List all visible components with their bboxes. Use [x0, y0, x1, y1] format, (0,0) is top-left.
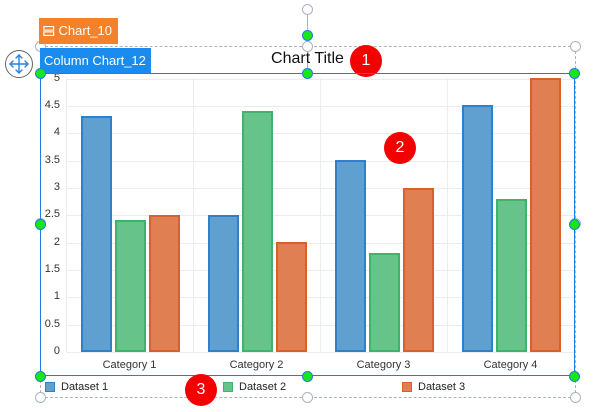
badge-2: 2	[384, 132, 416, 164]
y-tick: 1.5	[44, 263, 60, 275]
bar-1-4[interactable]	[462, 105, 493, 352]
y-tick: 3.5	[44, 154, 60, 166]
handle-bottom-mid[interactable]	[302, 371, 313, 382]
category-label: Category 2	[229, 359, 284, 371]
handle-mid-left[interactable]	[35, 219, 46, 230]
legend-item-dataset-2[interactable]: Dataset 2	[223, 381, 286, 393]
y-tick: 5	[53, 72, 60, 84]
legend-swatch	[402, 382, 412, 392]
rotate-handle[interactable]	[302, 4, 313, 15]
y-tick: 0.5	[44, 318, 60, 330]
legend-swatch	[45, 382, 55, 392]
handle-top-left[interactable]	[35, 68, 46, 79]
y-tick: 0	[53, 345, 60, 357]
legend-swatch	[223, 382, 233, 392]
y-tick: 4	[53, 126, 60, 138]
handle-top-right[interactable]	[569, 68, 580, 79]
chart-10-label: Chart_10	[58, 23, 112, 38]
y-tick: 2	[53, 236, 60, 248]
gridline-v	[193, 78, 194, 353]
bar-1-2[interactable]	[208, 215, 239, 352]
bar-2-4[interactable]	[496, 198, 527, 352]
bar-2-1[interactable]	[115, 220, 146, 352]
bar-2-2[interactable]	[242, 110, 273, 352]
legend-label: Dataset 3	[418, 381, 466, 393]
outer-handle-bottom-left[interactable]	[35, 392, 46, 403]
legend-label: Dataset 2	[239, 381, 287, 393]
move-arrows-icon	[9, 54, 29, 74]
chart-layout-icon	[43, 25, 55, 37]
move-button[interactable]	[5, 50, 33, 78]
column-chart-12-tag[interactable]: Column Chart_12	[40, 48, 151, 73]
badge-1: 1	[350, 45, 382, 77]
gridline-v	[320, 78, 321, 353]
bar-1-3[interactable]	[335, 160, 366, 352]
handle-mid-right[interactable]	[569, 219, 580, 230]
legend-label: Dataset 1	[61, 381, 109, 393]
handle-top-mid[interactable]	[302, 68, 313, 79]
bar-3-1[interactable]	[149, 215, 180, 352]
category-label: Category 1	[102, 359, 157, 371]
chart-10-tag[interactable]: Chart_10	[39, 18, 118, 44]
outer-handle-bottom-right[interactable]	[570, 392, 581, 403]
outer-handle-top-right[interactable]	[570, 41, 581, 52]
bar-3-3[interactable]	[403, 187, 434, 352]
gridline-v	[447, 78, 448, 353]
selection-outline	[40, 73, 575, 376]
bar-3-2[interactable]	[276, 242, 307, 352]
handle-bottom-right[interactable]	[569, 371, 580, 382]
gridline-v	[66, 78, 67, 353]
bar-2-3[interactable]	[369, 253, 400, 352]
y-tick: 4.5	[44, 99, 60, 111]
outer-handle-bottom-mid[interactable]	[302, 392, 313, 403]
y-tick: 1	[53, 290, 60, 302]
bar-3-4[interactable]	[530, 78, 561, 352]
chart-title[interactable]: Chart Title	[271, 50, 344, 67]
category-label: Category 4	[483, 359, 538, 371]
badge-3: 3	[185, 374, 217, 406]
category-label: Category 3	[356, 359, 411, 371]
outer-handle-top[interactable]	[302, 30, 313, 41]
y-tick: 2.5	[44, 208, 60, 220]
legend-item-dataset-3[interactable]: Dataset 3	[402, 381, 465, 393]
bar-1-1[interactable]	[81, 116, 112, 352]
legend-item-dataset-1[interactable]: Dataset 1	[45, 381, 108, 393]
outer-handle-top-mid[interactable]	[302, 41, 313, 52]
y-tick: 3	[53, 181, 60, 193]
handle-bottom-left[interactable]	[35, 371, 46, 382]
